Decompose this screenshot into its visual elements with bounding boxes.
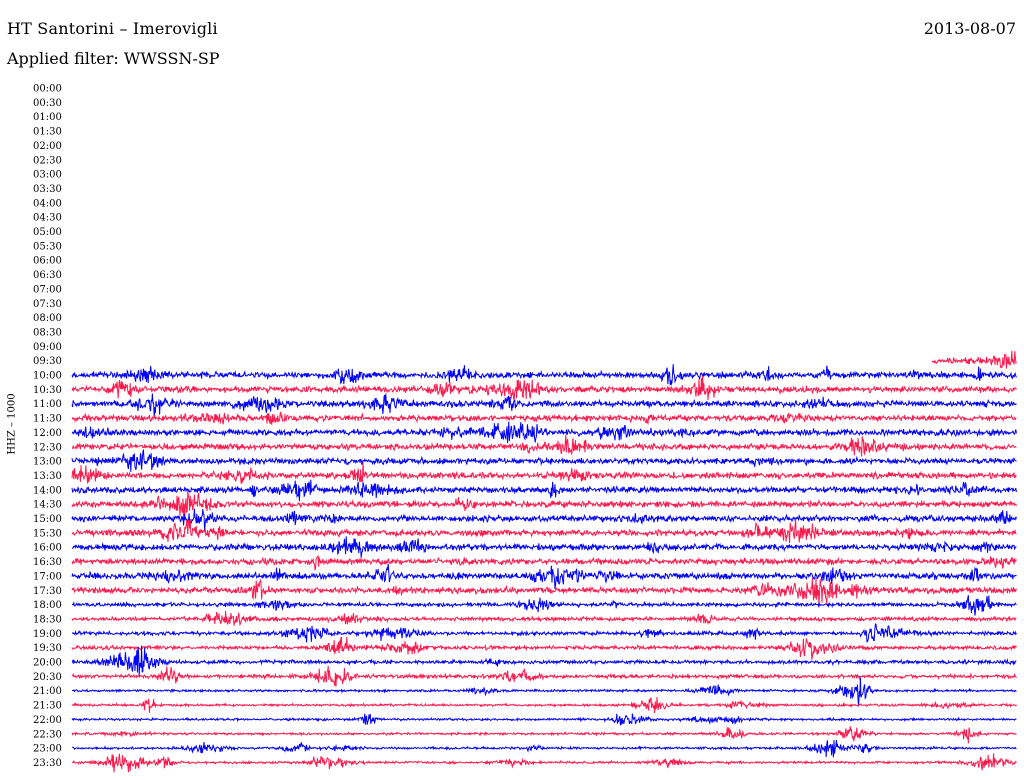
trace-line	[71, 697, 1017, 714]
trace-line	[71, 375, 1017, 402]
time-label: 23:30	[33, 758, 62, 769]
time-labels: 00:00 00:30 01:00 01:30 02:00 02:30 03:00 03:30…	[33, 84, 62, 769]
trace-line	[71, 677, 1017, 707]
time-label: 18:00	[33, 600, 62, 611]
time-label: 07:30	[33, 299, 62, 310]
time-label: 22:30	[33, 729, 62, 740]
trace-line	[71, 645, 1017, 677]
trace-line	[71, 623, 1017, 643]
time-label: 11:00	[33, 399, 62, 410]
trace-line	[71, 739, 1017, 758]
time-label: 14:00	[33, 485, 62, 496]
trace-line	[71, 753, 1017, 773]
time-label: 01:00	[33, 112, 62, 123]
trace-line	[71, 610, 1017, 627]
trace-line	[72, 595, 1017, 616]
time-label: 12:00	[33, 428, 62, 439]
trace-line	[71, 411, 1017, 426]
trace-line	[71, 563, 1017, 589]
time-label: 06:00	[33, 256, 62, 267]
trace-line	[71, 393, 1017, 419]
time-label: 13:30	[33, 471, 62, 482]
time-label: 04:30	[33, 213, 62, 224]
time-label: 16:30	[33, 557, 62, 568]
traces	[71, 350, 1017, 773]
time-label: 20:00	[33, 658, 62, 669]
time-label: 14:30	[33, 500, 62, 511]
time-label: 23:00	[33, 744, 62, 755]
time-label: 18:30	[33, 614, 62, 625]
time-label: 17:00	[33, 571, 62, 582]
trace-line	[71, 536, 1017, 558]
time-label: 00:30	[33, 98, 62, 109]
trace-line	[71, 364, 1017, 386]
trace-line	[71, 636, 1017, 660]
trace-line	[71, 490, 1017, 519]
trace-line	[71, 713, 1017, 726]
time-label: 10:30	[33, 385, 62, 396]
trace-line	[71, 508, 1017, 532]
time-label: 01:30	[33, 127, 62, 138]
trace-line	[71, 462, 1017, 485]
time-label: 21:30	[33, 701, 62, 712]
trace-line	[71, 479, 1017, 502]
time-label: 13:00	[33, 457, 62, 468]
time-label: 10:00	[33, 371, 62, 382]
time-label: 07:00	[33, 284, 62, 295]
trace-line	[71, 726, 1017, 744]
time-label: 09:00	[33, 342, 62, 353]
trace-line	[71, 434, 1017, 457]
trace-line	[931, 350, 1017, 369]
time-label: 19:00	[33, 629, 62, 640]
filter-label: Applied filter: WWSSN-SP	[7, 49, 220, 68]
trace-line	[71, 665, 1017, 687]
time-label: 03:30	[33, 184, 62, 195]
time-label: 02:30	[33, 155, 62, 166]
trace-line	[71, 577, 1017, 608]
time-label: 05:30	[33, 241, 62, 252]
time-label: 16:00	[33, 543, 62, 554]
time-label: 22:00	[33, 715, 62, 726]
time-label: 04:00	[33, 198, 62, 209]
time-label: 12:30	[33, 442, 62, 453]
trace-line	[71, 518, 1017, 544]
time-label: 06:30	[33, 270, 62, 281]
time-label: 05:00	[33, 227, 62, 238]
time-label: 21:00	[33, 686, 62, 697]
time-label: 02:00	[33, 141, 62, 152]
time-label: 08:30	[33, 327, 62, 338]
time-label: 08:00	[33, 313, 62, 324]
time-label: 20:30	[33, 672, 62, 683]
time-label: 17:30	[33, 586, 62, 597]
time-label: 03:00	[33, 170, 62, 181]
time-label: 11:30	[33, 414, 62, 425]
station-title: HT Santorini – Imerovigli	[7, 19, 218, 38]
time-label: 15:00	[33, 514, 62, 525]
time-label: 15:30	[33, 528, 62, 539]
trace-line	[71, 449, 1017, 472]
date-label: 2013-08-07	[923, 19, 1016, 38]
time-label: 00:00	[33, 84, 62, 95]
time-label: 19:30	[33, 643, 62, 654]
time-label: 09:30	[33, 356, 62, 367]
trace-line	[71, 421, 1017, 444]
trace-line	[71, 554, 1017, 571]
